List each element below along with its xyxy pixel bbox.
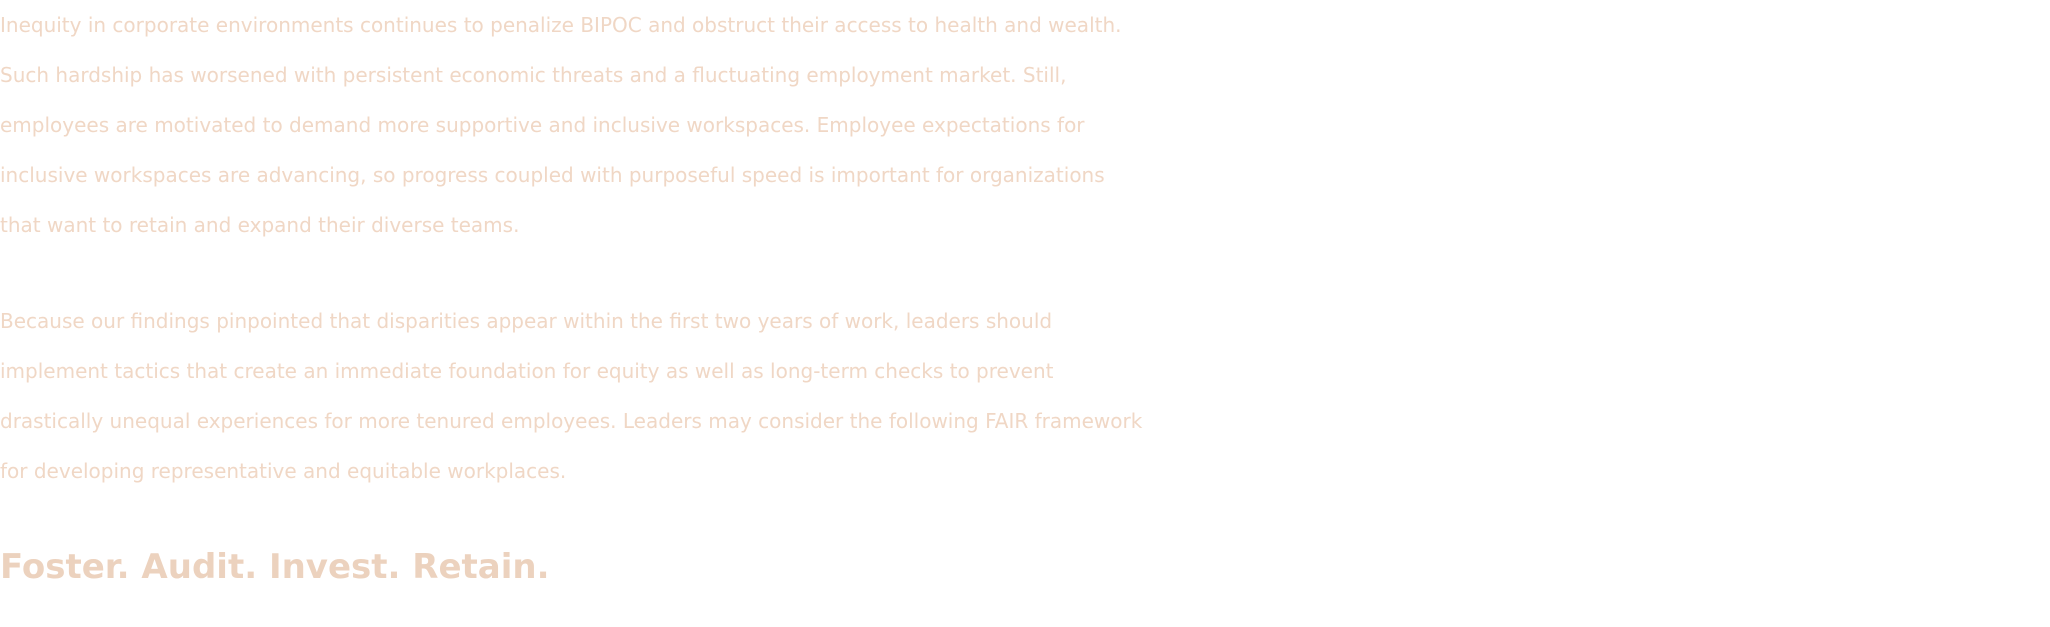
paragraph-line: implement tactics that create an immedia…	[0, 359, 1054, 383]
paragraph-line: Such hardship has worsened with persiste…	[0, 63, 1067, 87]
paragraph-line: drastically unequal experiences for more…	[0, 409, 1143, 433]
paragraph-line: Because our findings pinpointed that dis…	[0, 309, 1053, 333]
paragraph-line: employees are motivated to demand more s…	[0, 113, 1085, 137]
findings-paragraph: Because our findings pinpointed that dis…	[0, 296, 2050, 496]
paragraph-line: inclusive workspaces are advancing, so p…	[0, 163, 1105, 187]
intro-paragraph: Inequity in corporate environments conti…	[0, 0, 2050, 250]
paragraph-line: for developing representative and equita…	[0, 459, 567, 483]
fair-framework-tagline: Foster. Audit. Invest. Retain.	[0, 547, 550, 587]
paragraph-line: Inequity in corporate environments conti…	[0, 13, 1122, 37]
paragraph-line: that want to retain and expand their div…	[0, 213, 520, 237]
